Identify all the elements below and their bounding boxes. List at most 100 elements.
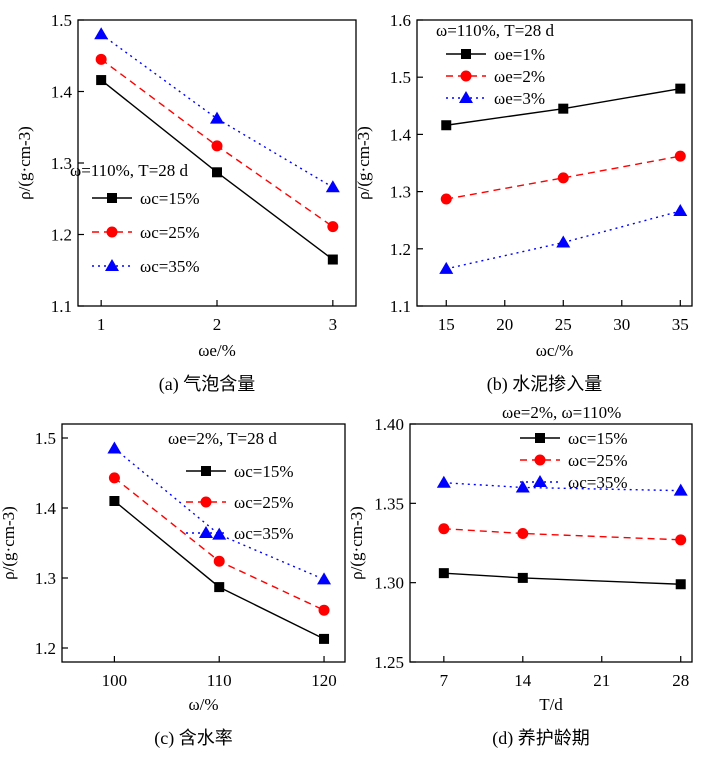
data-point — [327, 254, 338, 265]
series-line-1 — [113, 500, 325, 640]
legend-marker — [534, 454, 546, 466]
data-point — [211, 140, 223, 152]
data-point — [213, 555, 225, 567]
y-tick-label: 1.35 — [374, 494, 404, 513]
panel-caption: (a) 气泡含量 — [159, 374, 255, 395]
y-tick-label: 1.2 — [51, 226, 72, 245]
legend-label: ωc=15% — [234, 462, 293, 481]
x-tick-label: 35 — [672, 315, 689, 334]
data-point — [108, 472, 120, 484]
x-tick-label: 120 — [311, 671, 337, 690]
data-point — [439, 261, 454, 274]
data-point — [107, 441, 122, 454]
y-tick-label: 1.5 — [35, 429, 56, 448]
legend-marker — [460, 70, 472, 82]
data-point — [96, 75, 107, 86]
data-point — [674, 150, 686, 162]
x-tick-label: 21 — [593, 671, 610, 690]
y-axis-label: ρ/(g·cm-3) — [354, 126, 373, 200]
y-tick-label: 1.4 — [35, 499, 57, 518]
legend-marker — [535, 433, 545, 443]
y-tick-label: 1.6 — [390, 11, 411, 30]
data-point — [673, 204, 688, 217]
x-tick-label: 1 — [97, 315, 106, 334]
data-point — [214, 582, 225, 593]
data-point — [675, 83, 686, 94]
data-point — [212, 527, 227, 540]
data-point — [325, 180, 340, 193]
y-tick-label: 1.30 — [374, 574, 404, 593]
y-tick-label: 1.5 — [390, 68, 411, 87]
data-point — [556, 235, 571, 248]
y-tick-label: 1.1 — [51, 297, 72, 316]
series-line-3 — [443, 482, 681, 492]
y-axis-label: ρ/(g·cm-3) — [15, 126, 34, 200]
series-line-1 — [443, 572, 681, 585]
data-point — [319, 633, 330, 644]
data-point — [317, 572, 332, 585]
x-tick-label: 20 — [496, 315, 513, 334]
y-axis-label: ρ/(g·cm-3) — [347, 506, 366, 580]
x-axis-label: ω/% — [188, 695, 218, 714]
x-tick-label: 2 — [213, 315, 222, 334]
data-point — [94, 27, 109, 40]
data-point — [441, 120, 452, 131]
data-point — [318, 604, 330, 616]
x-tick-label: 110 — [207, 671, 232, 690]
x-axis-label: ωe/% — [198, 341, 236, 360]
legend-label: ωe=2% — [494, 67, 545, 86]
plot-frame — [61, 423, 346, 663]
data-point — [438, 523, 450, 535]
panel-caption: (d) 养护龄期 — [492, 728, 590, 749]
data-point — [517, 572, 528, 583]
series-line-3 — [113, 447, 325, 581]
x-tick-label: 14 — [514, 671, 532, 690]
x-tick-label: 100 — [102, 671, 128, 690]
legend-label: ωc=15% — [140, 189, 199, 208]
data-point — [557, 172, 569, 184]
data-point — [212, 167, 222, 178]
y-tick-label: 1.4 — [390, 125, 412, 144]
legend-label: ωc=35% — [568, 473, 627, 492]
condition-label: ωe=2%, ω=110% — [502, 403, 621, 422]
data-point — [517, 527, 529, 539]
y-tick-label: 1.1 — [390, 297, 411, 316]
data-point — [558, 103, 569, 114]
series-line-2 — [446, 155, 681, 200]
x-axis-label: T/d — [539, 695, 563, 714]
y-tick-label: 1.2 — [35, 639, 56, 658]
data-point — [673, 483, 688, 496]
y-tick-label: 1.3 — [35, 569, 56, 588]
data-point — [327, 221, 339, 233]
x-tick-label: 28 — [672, 671, 689, 690]
legend-label: ωc=25% — [140, 223, 199, 242]
panel-c: 1.2 1.3 1.4 1.5 100 110 120 ω/% ρ/(g·cm-3) (c) 含水… — [0, 423, 346, 749]
x-tick-label: 30 — [613, 315, 630, 334]
legend-marker — [200, 496, 212, 508]
x-tick-label: 25 — [555, 315, 572, 334]
data-point — [210, 111, 224, 124]
plot-frame — [409, 423, 693, 663]
legend-marker — [105, 259, 119, 271]
x-tick-label: 15 — [438, 315, 455, 334]
x-tick-label: 7 — [440, 671, 449, 690]
legend-marker — [201, 466, 211, 476]
y-tick-label: 1.3 — [390, 183, 411, 202]
legend-marker — [107, 193, 117, 203]
legend-marker — [199, 526, 213, 538]
data-point — [436, 475, 451, 488]
legend-marker — [533, 475, 547, 487]
y-tick-label: 1.2 — [390, 240, 411, 259]
panel-caption: (b) 水泥掺入量 — [487, 374, 603, 395]
y-tick-label: 1.4 — [51, 83, 73, 102]
data-point — [109, 496, 120, 506]
legend-label: ωc=25% — [568, 451, 627, 470]
panel-b: 1.1 1.2 1.3 1.4 1.5 1.6 15 20 25 30 35 ωc/% ρ/(g·cm-… — [354, 11, 693, 395]
legend-marker — [106, 226, 118, 238]
x-tick-label: 3 — [329, 315, 338, 334]
y-axis-label: ρ/(g·cm-3) — [0, 506, 18, 580]
legend-label: ωe=1% — [494, 45, 545, 64]
plot-frame — [416, 19, 693, 307]
series-line-2 — [443, 528, 681, 541]
data-point — [675, 534, 687, 546]
